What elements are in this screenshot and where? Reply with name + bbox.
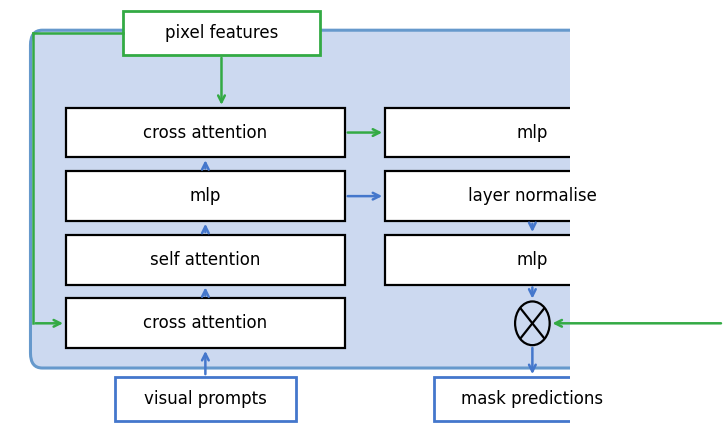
- FancyBboxPatch shape: [115, 377, 296, 421]
- FancyBboxPatch shape: [66, 108, 345, 157]
- FancyBboxPatch shape: [66, 172, 345, 221]
- Text: cross attention: cross attention: [143, 314, 268, 332]
- FancyBboxPatch shape: [66, 235, 345, 285]
- Text: mlp: mlp: [189, 187, 221, 205]
- FancyBboxPatch shape: [385, 172, 680, 221]
- FancyBboxPatch shape: [385, 108, 680, 157]
- Text: mask predictions: mask predictions: [461, 390, 604, 408]
- Text: visual prompts: visual prompts: [144, 390, 267, 408]
- FancyBboxPatch shape: [30, 30, 723, 368]
- FancyBboxPatch shape: [123, 11, 320, 55]
- Text: cross attention: cross attention: [143, 124, 268, 142]
- Text: mlp: mlp: [517, 124, 548, 142]
- Text: pixel features: pixel features: [165, 24, 278, 42]
- FancyBboxPatch shape: [434, 377, 630, 421]
- FancyBboxPatch shape: [385, 235, 680, 285]
- Text: mlp: mlp: [517, 251, 548, 269]
- FancyBboxPatch shape: [66, 299, 345, 348]
- Text: self attention: self attention: [150, 251, 260, 269]
- Text: layer normalise: layer normalise: [468, 187, 596, 205]
